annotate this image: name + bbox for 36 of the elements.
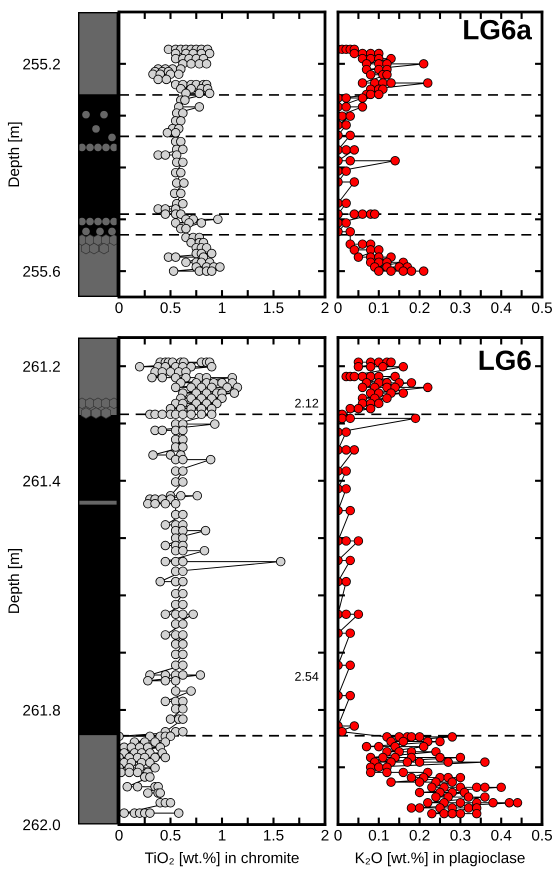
x-tick-label: 0 bbox=[115, 302, 123, 314]
x-tick-label: 1 bbox=[218, 302, 226, 313]
x-tick-label: 0.5 bbox=[160, 302, 180, 314]
chart-title: LG6a bbox=[464, 20, 532, 40]
x-tick-label: 1 bbox=[218, 830, 226, 840]
annotation: 2.54 bbox=[295, 672, 318, 681]
x-tick-label: 0 bbox=[334, 830, 342, 841]
x-tick-label: 2 bbox=[322, 302, 328, 313]
x-tick-label: 0.3 bbox=[450, 830, 470, 841]
x-tick-label: 2 bbox=[322, 830, 328, 840]
x-tick-label: 0 bbox=[334, 302, 342, 314]
x-tick-label: 0.2 bbox=[410, 302, 430, 314]
x-tick-label: 0.4 bbox=[491, 302, 512, 314]
y-axis-title: Depth [m] bbox=[8, 122, 22, 186]
x-axis-title: TiO₂ [wt.%] in chromite bbox=[144, 852, 299, 866]
y-axis-title: Depth [m] bbox=[8, 549, 22, 613]
chart-title: LG6 bbox=[480, 350, 531, 370]
y-tick-label: 255.6 bbox=[23, 266, 60, 277]
y-tick-label: 261.2 bbox=[23, 361, 60, 372]
x-tick-label: 0.2 bbox=[410, 830, 430, 841]
annotation: 2.12 bbox=[295, 398, 318, 408]
x-tick-label: 1.5 bbox=[264, 302, 284, 314]
x-tick-label: 0.5 bbox=[532, 830, 552, 841]
x-tick-label: 0.1 bbox=[368, 830, 389, 841]
x-tick-label: 0 bbox=[115, 830, 123, 841]
y-tick-label: 262.0 bbox=[23, 819, 60, 830]
x-tick-label: 0.1 bbox=[368, 302, 389, 314]
x-tick-label: 0.5 bbox=[532, 302, 552, 314]
x-tick-label: 0.3 bbox=[450, 302, 470, 314]
y-tick-label: 261.8 bbox=[23, 704, 60, 716]
y-tick-label: 261.4 bbox=[23, 476, 60, 486]
y-tick-label: 255.2 bbox=[23, 58, 60, 70]
x-tick-label: 0.5 bbox=[160, 830, 180, 841]
x-tick-label: 0.4 bbox=[491, 830, 512, 841]
x-axis-title: K₂O [wt.%] in plagioclase bbox=[356, 852, 525, 866]
x-tick-label: 1.5 bbox=[264, 830, 284, 841]
